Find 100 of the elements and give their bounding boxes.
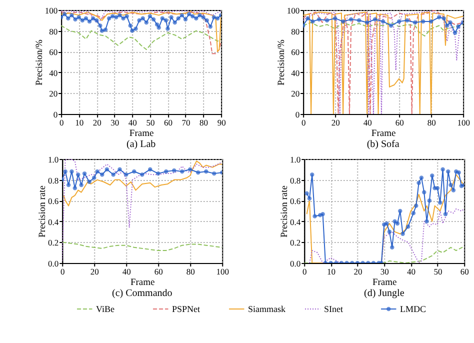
point [324,18,330,23]
point [419,176,424,180]
point [104,167,110,172]
point [307,196,312,201]
point [424,219,429,224]
point [62,12,67,16]
point [156,171,160,176]
y-tick-label: 20 [49,88,58,99]
point [98,23,102,28]
point [128,23,133,28]
x-tick-label: 20 [90,266,99,276]
point [454,169,458,174]
point [134,26,138,31]
point [132,169,136,174]
point [380,19,386,24]
point [73,17,78,22]
point [124,14,129,18]
x-tick-label: 60 [154,266,163,276]
point [456,24,460,29]
x-tick-label: 40 [122,266,131,276]
point [332,16,338,20]
x-axis-title: Frame [371,129,396,139]
point [196,170,200,175]
point [348,17,354,22]
point [72,186,78,190]
point [432,186,437,190]
point [172,168,176,173]
y-tick-label: 100 [44,6,58,16]
point [190,14,195,18]
legend-label: ViBe [96,304,114,314]
point [76,15,81,20]
x-tick-label: 30 [380,266,389,276]
y-tick-label: 40 [49,68,58,78]
point [416,180,421,186]
x-tick-label: 80 [200,118,208,128]
point [443,212,448,216]
point [446,169,450,174]
y-tick-label: 80 [291,26,300,36]
point [118,167,122,172]
point [438,200,442,205]
point [156,26,161,30]
y-tick-label: 100 [286,6,300,16]
point [169,15,174,20]
point [172,20,177,25]
point [448,182,453,188]
point [364,20,370,25]
point [92,176,96,180]
point [451,188,456,192]
point [79,182,84,188]
y-tick-label: 0.4 [48,216,60,227]
y-tick-label: 80 [49,26,58,36]
point [398,208,402,214]
point [148,167,152,172]
point [118,13,122,18]
point [95,169,100,174]
point [356,18,362,23]
point [103,28,108,32]
point [384,221,389,226]
point [160,16,165,20]
point [406,224,410,229]
point [176,16,181,20]
point [435,186,440,190]
point [201,15,206,20]
x-tick-label: 20 [92,118,102,128]
point [218,13,222,18]
point [428,19,434,24]
x-tick-label: 50 [434,266,442,276]
x-tick-label: 20 [354,266,362,276]
point [82,171,87,176]
x-tick-label: 80 [427,118,436,128]
point [452,30,458,35]
point [404,18,410,23]
point [456,170,461,175]
x-tick-label: 90 [217,118,226,128]
x-tick-label: 10 [327,266,336,276]
point [63,169,68,174]
y-tick-label: 60 [291,47,300,58]
x-tick-label: 10 [75,118,84,128]
point [420,19,426,24]
point [166,26,170,31]
point [215,16,220,20]
line-series [62,242,222,252]
point [183,17,188,22]
y-tick-label: 0.2 [48,238,59,248]
point [121,16,126,20]
point [106,16,112,20]
point [140,16,145,20]
point [87,19,92,24]
x-tick-label: 40 [363,118,372,128]
point [422,190,426,194]
point [114,15,118,20]
point [427,198,432,203]
point [144,20,149,25]
legend-label: Siammask [248,304,286,314]
point [180,13,184,18]
point [80,18,85,23]
point [90,16,96,20]
point [414,204,418,208]
point [310,172,314,177]
point [396,19,402,24]
